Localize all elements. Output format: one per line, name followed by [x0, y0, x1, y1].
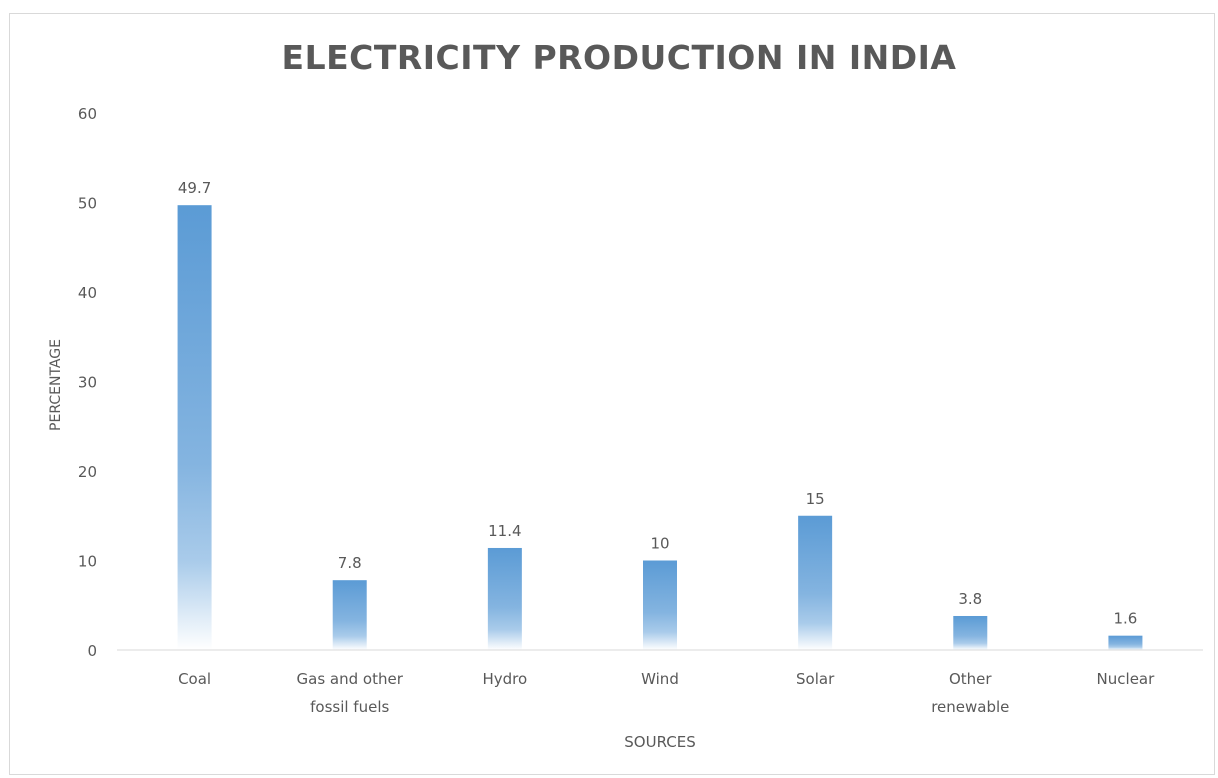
bar-wind	[643, 560, 677, 650]
bar-hydro	[487, 547, 522, 650]
x-tick-label: Gas and other fossil fuels	[297, 670, 404, 716]
x-tick-label: Solar	[796, 670, 835, 688]
y-tick-label: 10	[78, 553, 97, 571]
data-label: 49.7	[178, 179, 211, 197]
x-tick-label: Hydro	[483, 670, 528, 688]
bar-other-renewable	[953, 615, 988, 650]
data-label: 7.8	[338, 554, 362, 572]
x-tick-label: Nuclear	[1097, 670, 1156, 688]
bar-nuclear	[1108, 635, 1143, 650]
y-tick-label: 0	[87, 642, 97, 660]
x-axis-label: SOURCES	[624, 733, 696, 751]
chart-title: ELECTRICITY PRODUCTION IN INDIA	[281, 38, 957, 77]
data-label: 11.4	[488, 522, 521, 540]
y-tick-label: 20	[78, 463, 97, 481]
x-tick-label: Other renewable	[931, 670, 1009, 716]
y-tick-label: 40	[78, 284, 97, 302]
y-tick-label: 30	[78, 374, 97, 392]
data-label: 3.8	[958, 590, 982, 608]
x-tick-label: Coal	[178, 670, 211, 688]
x-tick-label: Wind	[641, 670, 679, 688]
data-label: 1.6	[1113, 610, 1137, 628]
y-tick-label: 60	[78, 105, 97, 123]
bar-gas-and-other-fossil-fuels	[332, 580, 367, 650]
y-tick-label: 50	[78, 195, 97, 213]
bar-solar	[798, 515, 833, 650]
data-label: 10	[650, 535, 669, 553]
bar-coal	[177, 205, 212, 650]
data-label: 15	[806, 490, 825, 508]
